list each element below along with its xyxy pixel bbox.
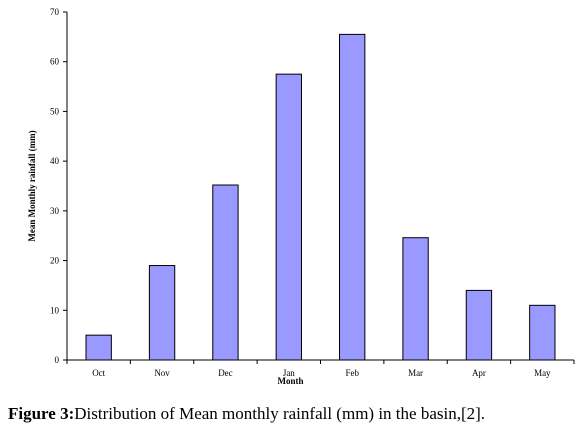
x-tick-label: May [534,368,551,378]
x-tick-label: Apr [472,368,486,378]
x-axis: Oct Nov Dec Jan Feb Mar Apr May [66,359,575,378]
y-tick-label: 10 [50,305,60,315]
chart-area: 0 10 20 30 40 50 60 70 Oct Nov Dec Jan Feb Mar Apr May… [27,7,575,386]
y-tick-label: 70 [50,7,60,17]
caption-text: Distribution of Mean monthly rainfall (m… [74,404,486,423]
x-tick-label: Nov [154,368,170,378]
bar-nov [148,265,176,361]
x-axis-title: Month [277,376,303,386]
bar-apr [465,289,493,361]
y-tick-label: 20 [50,256,60,266]
y-axis-title: Mean Monthly rainfall (mm) [27,130,37,241]
bar-dec [212,184,239,361]
y-tick-label: 30 [50,206,60,216]
caption-label: Figure 3: [8,404,75,423]
x-tick-label: Oct [92,368,105,378]
bar-chart: 0 10 20 30 40 50 60 70 Oct Nov Dec Jan Feb Mar Apr May… [27,7,575,386]
bar-feb [339,33,366,361]
y-axis: 0 10 20 30 40 50 60 70 [50,7,68,365]
bars [85,33,556,361]
x-tick-label: Dec [218,368,233,378]
bar-jan [275,73,302,361]
x-tick-label: Feb [345,368,359,378]
y-tick-label: 40 [50,156,60,166]
bar-may [529,304,556,361]
bar-oct [85,334,112,361]
figure-caption: Figure 3:Distribution of Mean monthly ra… [8,404,583,424]
x-tick-label: Mar [408,368,423,378]
y-tick-label: 50 [50,106,60,116]
bar-mar [402,237,429,361]
y-tick-label: 0 [55,355,60,365]
y-tick-label: 60 [50,57,60,67]
x-tick-label: Jan [283,368,295,378]
